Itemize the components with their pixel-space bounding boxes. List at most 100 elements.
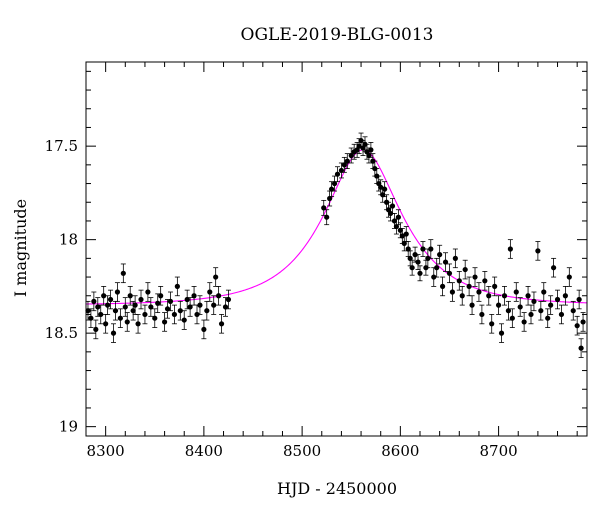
data-point: [545, 308, 551, 328]
data-marker: [155, 300, 161, 306]
data-point: [407, 250, 413, 267]
data-point: [152, 308, 158, 328]
data-marker: [187, 304, 193, 310]
data-marker: [486, 293, 492, 299]
data-marker: [415, 259, 421, 265]
data-marker: [417, 270, 423, 276]
y-tick-label: 18.5: [45, 324, 78, 342]
data-marker: [517, 304, 523, 310]
data-marker: [222, 304, 229, 310]
data-point: [155, 293, 161, 313]
data-point: [574, 315, 580, 336]
data-marker: [194, 311, 200, 318]
data-marker: [164, 306, 171, 312]
data-point: [535, 241, 541, 261]
data-marker: [395, 214, 401, 220]
data-marker: [528, 311, 534, 318]
data-point: [145, 282, 151, 302]
data-point: [431, 267, 437, 287]
data-marker: [328, 186, 335, 192]
chart-title: OGLE-2019-BLG-0013: [241, 25, 434, 45]
data-marker: [521, 319, 527, 325]
data-point: [395, 209, 401, 226]
data-marker: [509, 315, 515, 321]
data-marker: [85, 308, 91, 314]
data-marker: [382, 186, 388, 192]
data-marker: [98, 311, 104, 318]
data-point: [93, 319, 99, 340]
data-point: [138, 289, 144, 310]
data-point: [181, 310, 187, 330]
data-marker: [124, 319, 130, 325]
x-axis-label: HJD - 2450000: [277, 479, 397, 498]
data-marker: [368, 147, 374, 153]
data-point: [580, 312, 586, 332]
data-marker: [152, 315, 158, 321]
data-marker: [407, 255, 413, 261]
data-marker: [397, 227, 403, 233]
data-marker: [505, 308, 512, 314]
data-marker: [459, 293, 465, 299]
data-point: [331, 175, 338, 192]
data-marker: [138, 296, 144, 303]
data-point: [548, 295, 554, 315]
data-point: [177, 300, 183, 321]
y-axis-label: I magnitude: [11, 199, 30, 297]
data-marker: [216, 293, 222, 299]
data-point: [409, 259, 415, 276]
data-point: [425, 248, 431, 269]
data-point: [439, 276, 446, 297]
data-marker: [409, 265, 415, 271]
data-marker: [120, 270, 126, 276]
data-point: [124, 312, 130, 332]
data-marker: [472, 274, 478, 280]
data-marker: [489, 321, 495, 327]
data-marker: [431, 274, 437, 280]
data-marker: [344, 158, 350, 164]
data-point: [509, 308, 515, 328]
data-marker: [492, 283, 498, 289]
x-tick-label: 8700: [479, 442, 517, 460]
data-point: [498, 323, 505, 343]
data-point: [541, 282, 547, 302]
data-marker: [558, 311, 565, 318]
data-marker: [420, 246, 426, 252]
data-point: [88, 308, 94, 328]
data-marker: [145, 289, 151, 295]
data-marker: [171, 311, 178, 318]
data-point: [187, 297, 193, 317]
data-marker: [551, 265, 557, 271]
data-marker: [366, 152, 372, 159]
data-marker: [161, 319, 168, 325]
data-marker: [570, 308, 576, 314]
data-point: [127, 285, 133, 306]
data-marker: [112, 308, 119, 314]
data-point: [538, 300, 544, 321]
data-marker: [324, 214, 330, 220]
data-marker: [197, 302, 203, 308]
data-point: [428, 239, 434, 259]
data-marker: [389, 203, 396, 209]
data-point: [476, 282, 482, 302]
data-point: [167, 291, 174, 312]
x-tick-label: 8500: [283, 442, 321, 460]
data-point: [562, 285, 568, 306]
data-marker: [321, 205, 327, 211]
data-point: [459, 285, 465, 306]
data-point: [417, 265, 423, 282]
data-marker: [122, 304, 128, 310]
data-marker: [105, 302, 111, 308]
data-point: [482, 271, 488, 291]
data-marker: [103, 321, 109, 327]
data-point: [204, 300, 210, 321]
data-point: [194, 304, 200, 325]
data-marker: [405, 246, 411, 252]
data-point: [434, 257, 440, 278]
data-point: [328, 181, 335, 198]
data-marker: [466, 283, 472, 289]
data-point: [368, 142, 374, 158]
data-marker: [425, 255, 431, 261]
data-marker: [211, 302, 217, 308]
data-point: [479, 304, 485, 325]
